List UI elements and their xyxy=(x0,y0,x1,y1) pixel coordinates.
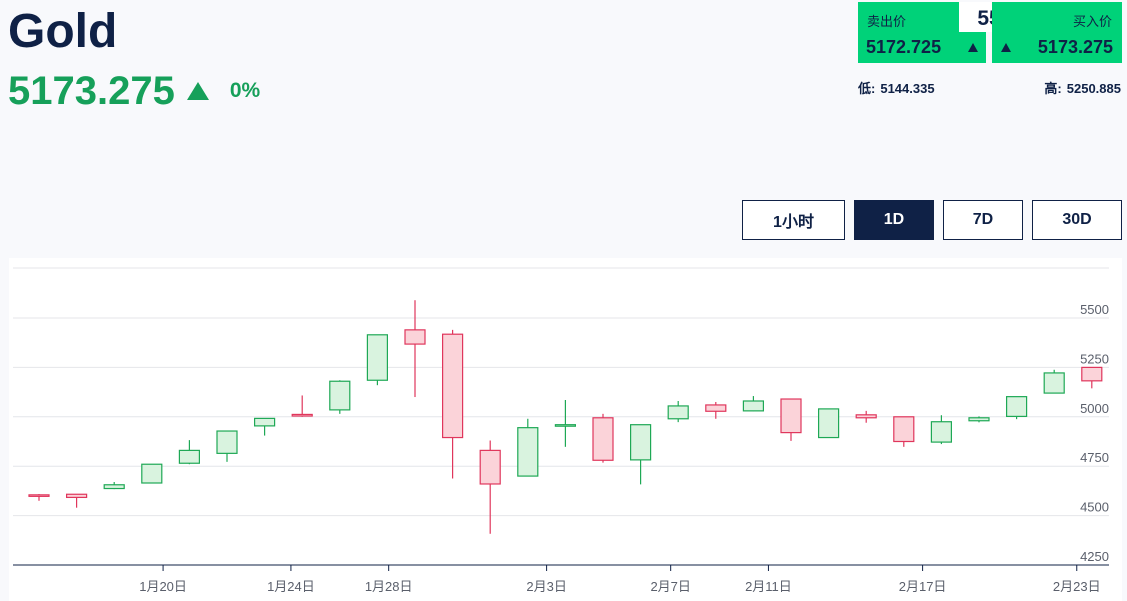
x-tick-label: 2月11日 xyxy=(745,579,792,594)
range-7d-button[interactable]: 7D xyxy=(943,200,1023,240)
candle-body-down xyxy=(65,493,88,499)
y-tick-label: 4250 xyxy=(1080,549,1109,564)
x-tick-label: 1月20日 xyxy=(139,579,187,594)
candle-body-up xyxy=(1005,396,1028,418)
candle-body-down xyxy=(404,329,426,345)
x-tick-label: 1月28日 xyxy=(365,579,413,594)
high-label: 高: xyxy=(1044,81,1062,96)
low-value: 5144.335 xyxy=(880,81,935,96)
candle-body-up xyxy=(1043,372,1065,394)
sell-label: 卖出价 xyxy=(867,14,907,29)
high-price: 高: 5250.885 xyxy=(1044,78,1121,97)
y-tick-label: 5500 xyxy=(1080,302,1109,317)
low-label: 低: xyxy=(858,81,876,96)
asset-title: Gold xyxy=(8,5,118,58)
price-row: 5173.275 0% xyxy=(8,68,260,114)
y-tick-label: 4750 xyxy=(1080,450,1109,465)
range-1d-button[interactable]: 1D xyxy=(854,200,934,240)
candle-body-up xyxy=(554,424,577,427)
candle-body-up xyxy=(329,380,351,411)
buy-up-icon xyxy=(1001,43,1011,52)
candle-body-down xyxy=(855,414,877,419)
candle-body-up xyxy=(517,427,539,477)
candle-body-down xyxy=(479,449,501,485)
x-tick-label: 2月23日 xyxy=(1053,579,1101,594)
current-price: 5173.275 xyxy=(8,68,175,113)
candle-body-up xyxy=(629,424,652,461)
candle-body-up xyxy=(366,334,388,381)
y-tick-label: 4500 xyxy=(1080,500,1109,515)
candle-body-up xyxy=(216,430,238,454)
candle-body-up xyxy=(103,484,125,490)
candlestick-chart: 4250 4500 4750 5000 5250 5500 1月20日 1月24日 1月28日 2… xyxy=(13,267,1109,594)
candle-body-down xyxy=(28,494,50,497)
candle-body-up xyxy=(930,421,953,443)
candle-body-up xyxy=(141,463,163,484)
range-1h-button[interactable]: 1小时 xyxy=(742,200,845,240)
high-value: 5250.885 xyxy=(1066,81,1121,96)
buy-quote-button[interactable]: 买入价 5173.275 xyxy=(992,2,1122,63)
buy-label: 买入价 xyxy=(1072,14,1112,29)
y-tick-label: 5000 xyxy=(1080,401,1109,416)
candle-body-up xyxy=(667,405,689,420)
x-tick-label: 2月7日 xyxy=(650,579,690,594)
y-tick-label: 5250 xyxy=(1080,351,1109,366)
price-up-icon xyxy=(186,82,209,100)
sell-up-icon xyxy=(968,43,978,52)
candle-body-up xyxy=(817,408,840,439)
low-price: 低: 5144.335 xyxy=(858,78,935,97)
candle-body-down xyxy=(592,417,614,461)
change-percent: 0% xyxy=(229,79,261,102)
x-tick-label: 2月3日 xyxy=(526,579,566,594)
candle-body-down xyxy=(780,398,802,434)
range-30d-button[interactable]: 30D xyxy=(1032,200,1122,240)
sell-price: 5172.725 xyxy=(866,37,942,57)
buy-price: 5173.275 xyxy=(1037,37,1113,57)
candle-body-down xyxy=(442,333,464,439)
candle-body-up xyxy=(742,400,765,412)
price-chart[interactable]: 4250 4500 4750 5000 5250 5500 1月20日 1月24日 1月28日 2… xyxy=(9,258,1122,601)
candle-body-down xyxy=(1081,366,1103,382)
candle-body-up xyxy=(254,417,276,427)
candle-body-down xyxy=(705,404,727,412)
x-tick-label: 1月24日 xyxy=(267,579,315,594)
candle-body-up xyxy=(968,417,990,422)
candle-body-up xyxy=(178,449,200,464)
candle-body-down xyxy=(893,416,915,443)
x-tick-label: 2月17日 xyxy=(899,579,947,594)
candle-body-down xyxy=(291,413,313,417)
